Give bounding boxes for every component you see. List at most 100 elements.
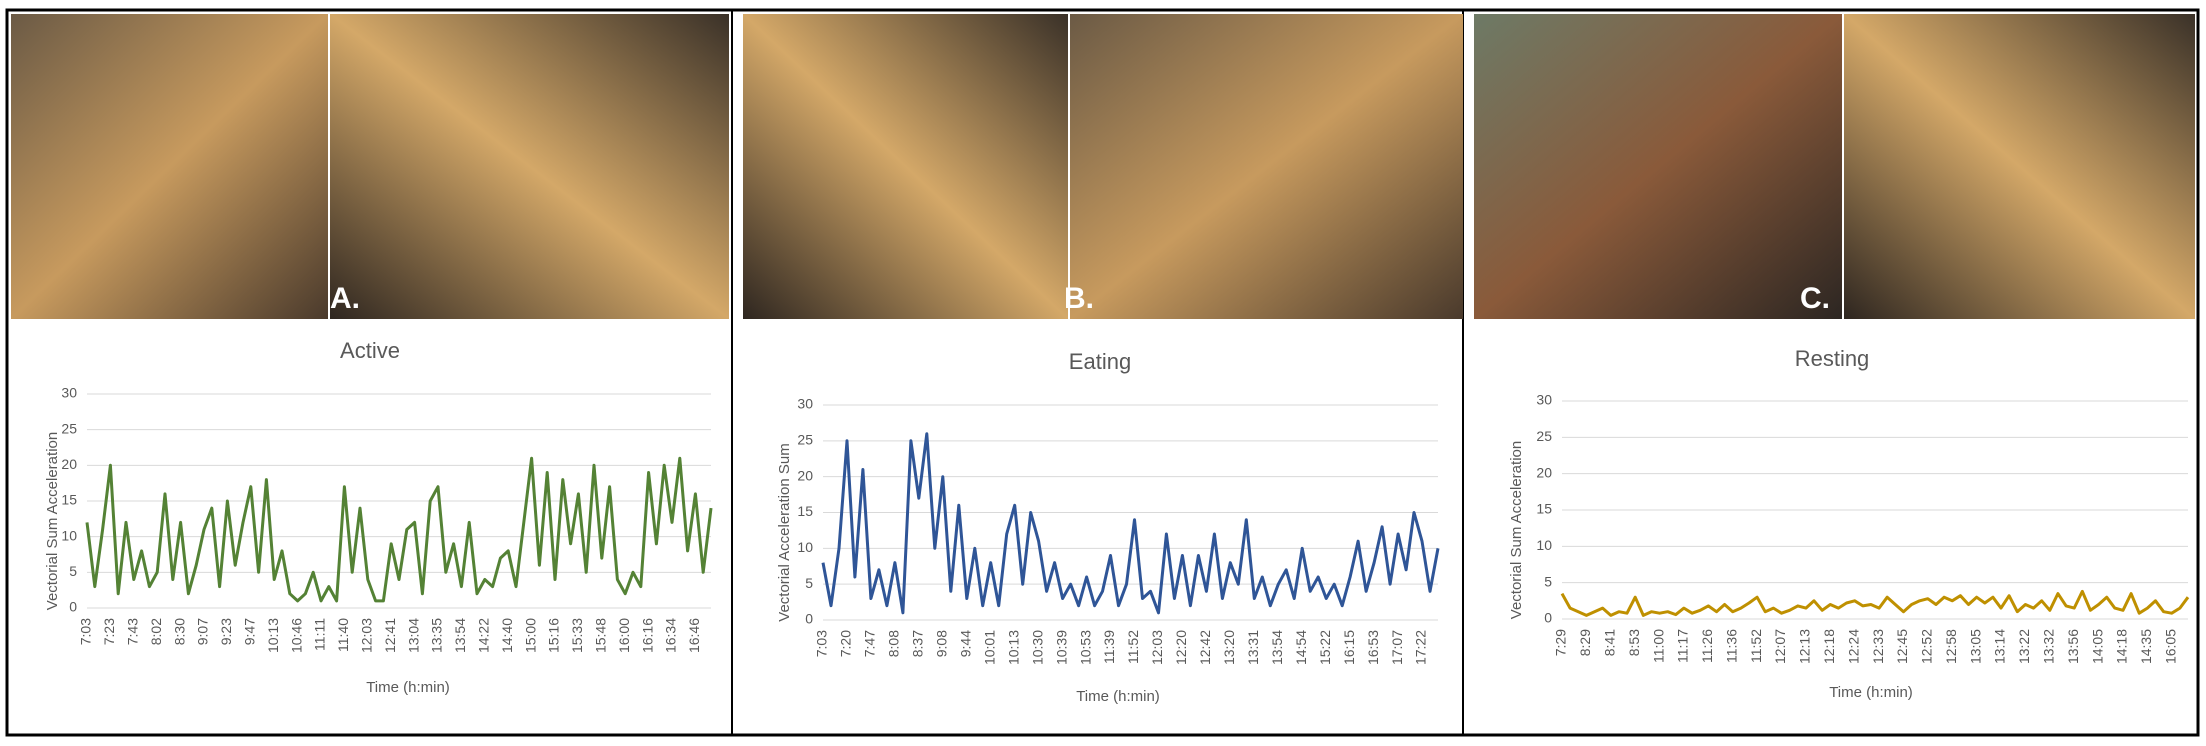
x-tick-label: 11:00 (1650, 629, 1666, 663)
photo (1844, 14, 2195, 319)
chart-title: Resting (1795, 346, 1870, 371)
x-tick-label: 16:34 (663, 618, 679, 653)
x-tick-label: 10:13 (1005, 630, 1021, 665)
y-tick-label: 20 (61, 456, 77, 472)
x-tick-label: 13:54 (1269, 630, 1285, 665)
photo (1070, 14, 1463, 319)
x-tick-label: 13:05 (1967, 629, 1983, 664)
x-tick-label: 11:52 (1748, 629, 1764, 663)
chart-title: Eating (1069, 349, 1131, 374)
x-axis-label: Time (h:min) (1829, 684, 1913, 701)
photo (743, 14, 1068, 319)
x-tick-label: 12:24 (1845, 629, 1861, 664)
y-tick-label: 20 (1536, 464, 1552, 480)
x-tick-label: 12:58 (1943, 629, 1959, 664)
x-tick-label: 9:47 (242, 618, 258, 645)
x-tick-label: 13:56 (2065, 629, 2081, 664)
y-tick-label: 15 (1536, 501, 1552, 517)
y-tick-label: 30 (797, 396, 813, 412)
x-tick-label: 14:22 (476, 618, 492, 653)
x-tick-label: 7:29 (1553, 629, 1569, 656)
x-tick-label: 11:36 (1723, 629, 1739, 663)
x-tick-label: 17:22 (1413, 630, 1429, 665)
y-tick-label: 10 (61, 527, 77, 543)
x-tick-label: 11:17 (1675, 629, 1691, 663)
x-tick-label: 12:45 (1894, 629, 1910, 664)
x-tick-label: 15:22 (1317, 630, 1333, 665)
data-line (85, 456, 713, 603)
x-tick-label: 12:33 (1870, 629, 1886, 664)
x-tick-label: 7:47 (862, 630, 878, 657)
x-tick-label: 14:05 (2089, 629, 2105, 664)
x-tick-label: 9:07 (195, 618, 211, 645)
panel-label: A. (330, 282, 360, 315)
y-axis-label: Vectorial Sum Acceleration (1508, 441, 1525, 619)
y-tick-label: 25 (1536, 428, 1552, 444)
x-tick-label: 14:18 (2114, 629, 2130, 664)
x-tick-label: 11:39 (1101, 630, 1117, 664)
x-tick-label: 12:03 (359, 618, 375, 653)
x-tick-label: 8:37 (910, 630, 926, 657)
data-line (821, 432, 1440, 615)
y-tick-label: 10 (1536, 537, 1552, 553)
x-tick-label: 10:13 (265, 618, 281, 653)
y-tick-label: 0 (69, 599, 77, 615)
x-tick-label: 10:46 (288, 618, 304, 653)
x-tick-label: 11:52 (1125, 630, 1141, 664)
x-tick-label: 13:35 (429, 618, 445, 653)
x-tick-label: 12:18 (1821, 629, 1837, 664)
frame (5, 8, 2200, 737)
x-tick-label: 17:07 (1389, 630, 1405, 665)
x-tick-label: 14:40 (499, 618, 515, 653)
x-tick-label: 7:03 (78, 618, 94, 645)
x-tick-label: 8:29 (1577, 629, 1593, 656)
y-tick-label: 25 (797, 432, 813, 448)
x-tick-label: 10:30 (1029, 630, 1045, 665)
panel-label: B. (1064, 282, 1094, 315)
x-tick-label: 7:03 (814, 630, 830, 657)
x-tick-label: 16:00 (616, 618, 632, 653)
photo (330, 14, 729, 319)
x-tick-label: 15:00 (522, 618, 538, 653)
x-tick-label: 15:48 (593, 618, 609, 653)
x-tick-label: 7:43 (125, 618, 141, 645)
x-tick-label: 14:54 (1293, 630, 1309, 665)
panel-label: C. (1800, 282, 1830, 315)
y-tick-label: 0 (1544, 610, 1552, 626)
photo (11, 14, 328, 319)
x-tick-label: 8:30 (171, 618, 187, 645)
x-tick-label: 16:15 (1341, 630, 1357, 665)
x-tick-label: 12:13 (1797, 629, 1813, 664)
x-tick-label: 12:42 (1197, 630, 1213, 665)
y-tick-label: 30 (61, 385, 77, 401)
x-tick-label: 9:08 (934, 630, 950, 657)
x-tick-label: 12:41 (382, 618, 398, 653)
chart-title: Active (340, 338, 400, 363)
x-tick-label: 12:03 (1149, 630, 1165, 665)
x-tick-label: 10:01 (981, 630, 997, 665)
x-tick-label: 13:31 (1245, 630, 1261, 665)
x-tick-label: 8:53 (1626, 629, 1642, 656)
y-tick-label: 25 (61, 420, 77, 436)
x-tick-label: 13:14 (1992, 629, 2008, 664)
y-tick-label: 30 (1536, 392, 1552, 408)
y-tick-label: 5 (1544, 573, 1552, 589)
x-tick-label: 11:26 (1699, 629, 1715, 663)
y-tick-label: 5 (805, 575, 813, 591)
x-axis-label: Time (h:min) (366, 679, 450, 696)
x-tick-label: 7:20 (838, 630, 854, 657)
x-tick-label: 15:16 (546, 618, 562, 653)
x-tick-label: 16:46 (686, 618, 702, 653)
y-tick-label: 15 (797, 503, 813, 519)
y-tick-label: 10 (797, 539, 813, 555)
x-tick-label: 8:41 (1601, 629, 1617, 656)
x-tick-label: 8:08 (886, 630, 902, 657)
x-tick-label: 12:07 (1772, 629, 1788, 664)
x-tick-label: 13:04 (405, 618, 421, 653)
y-tick-label: 5 (69, 563, 77, 579)
x-axis-label: Time (h:min) (1076, 688, 1160, 705)
x-tick-label: 15:33 (569, 618, 585, 653)
x-tick-label: 13:20 (1221, 630, 1237, 665)
x-tick-label: 10:53 (1077, 630, 1093, 665)
x-tick-label: 16:16 (639, 618, 655, 653)
